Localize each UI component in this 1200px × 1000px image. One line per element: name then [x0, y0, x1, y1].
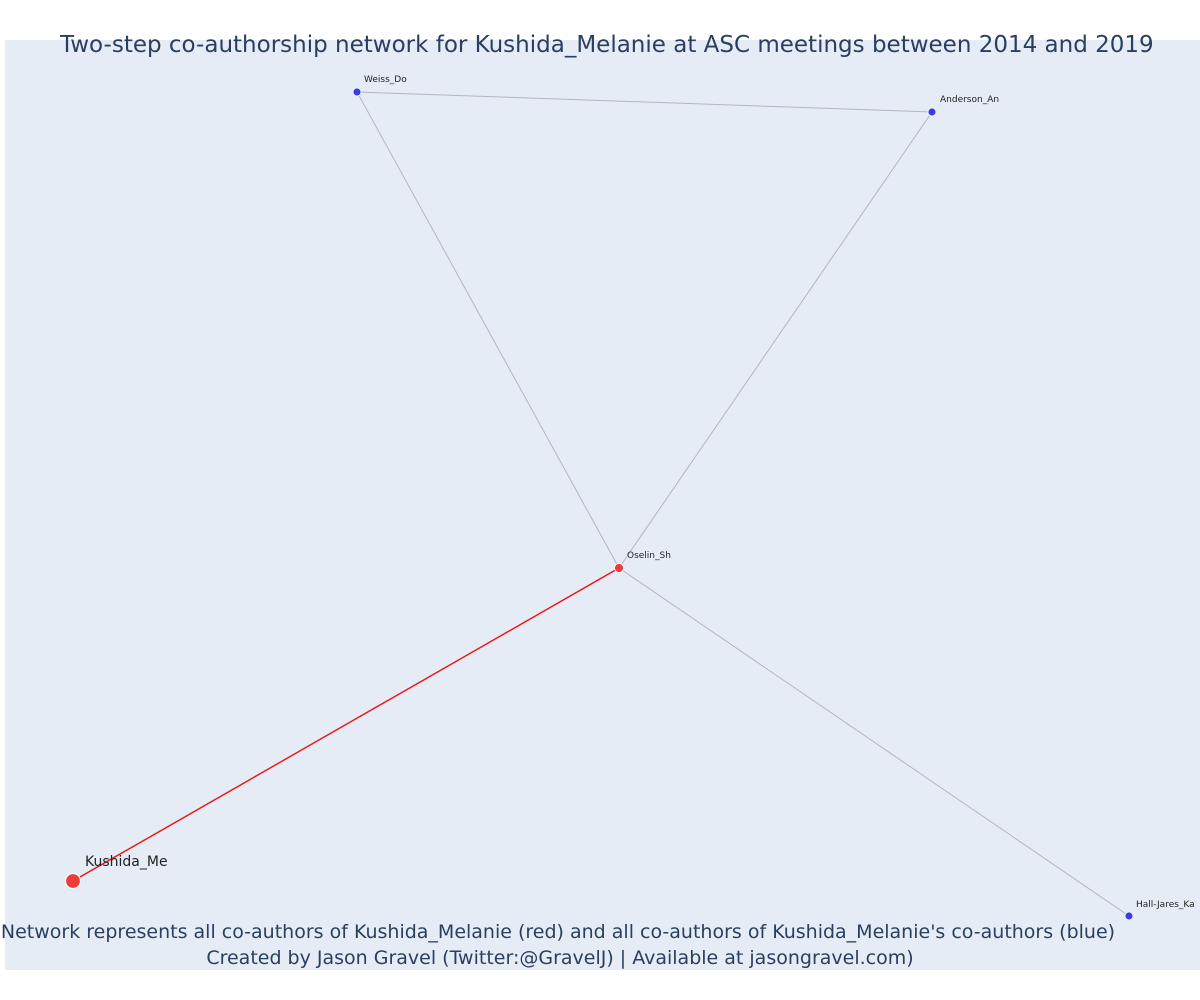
diagram-title: Two-step co-authorship network for Kushi… — [59, 32, 1154, 58]
edge-weiss-anderson — [356, 91, 933, 113]
footer-line-1: Network represents all co-authors of Kus… — [1, 921, 1115, 943]
footer-line-2: Created by Jason Gravel (Twitter:@Gravel… — [206, 947, 913, 969]
edges-layer — [72, 91, 1130, 917]
node-anderson[interactable] — [927, 107, 937, 117]
labels-layer: Kushida_Me Oselin_Sh Weiss_Do Anderson_An Ha… — [85, 75, 1195, 910]
edge-kushida-oselin — [72, 567, 620, 882]
node-oselin[interactable] — [614, 563, 624, 573]
edge-oselin-weiss — [356, 91, 620, 569]
node-label-anderson: Anderson_An — [940, 95, 999, 105]
node-label-kushida: Kushida_Me — [85, 854, 168, 870]
edge-oselin-halljares — [618, 567, 1130, 917]
nodes-layer — [64, 87, 1134, 921]
node-label-oselin: Oselin_Sh — [627, 551, 671, 561]
plot-background — [5, 40, 1200, 970]
node-kushida[interactable] — [64, 872, 82, 890]
node-label-halljares: Hall-Jares_Ka — [1136, 900, 1195, 910]
node-weiss[interactable] — [352, 87, 362, 97]
node-label-weiss: Weiss_Do — [364, 75, 407, 85]
node-halljares[interactable] — [1124, 911, 1134, 921]
edge-oselin-anderson — [618, 111, 933, 569]
